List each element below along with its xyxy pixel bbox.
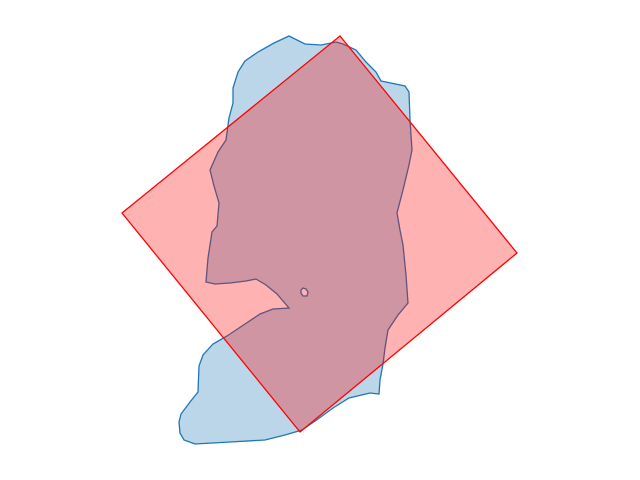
red-square-shape	[121, 35, 518, 433]
blue-region-shape	[178, 35, 413, 445]
